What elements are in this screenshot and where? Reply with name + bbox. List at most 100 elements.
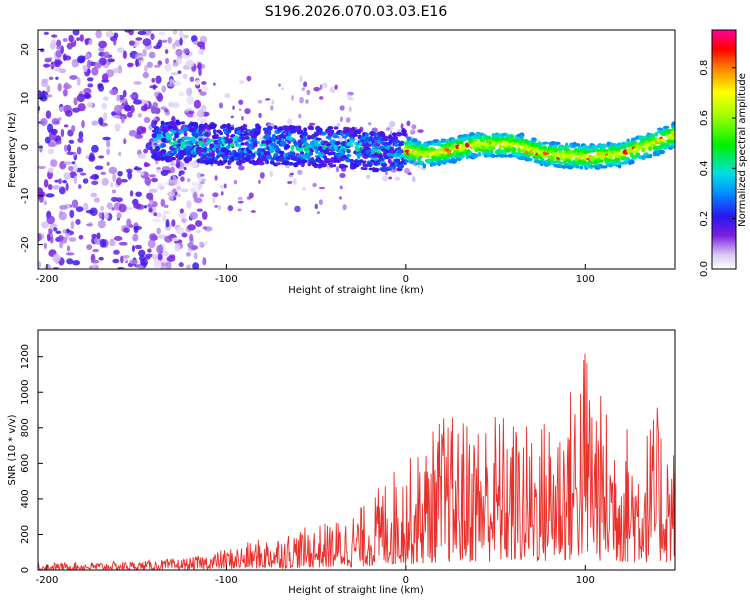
colorbar-frame [711, 29, 737, 270]
heatmap-cell [129, 105, 135, 114]
heatmap-cell [164, 49, 169, 55]
heatmap-cell [379, 160, 386, 164]
heatmap-cell [166, 255, 176, 262]
heatmap-cell [301, 159, 308, 164]
heatmap-cell [149, 199, 154, 206]
heatmap-cell [86, 77, 94, 82]
heatmap-cell [48, 76, 54, 81]
heatmap-cell [62, 53, 67, 61]
heatmap-cell [186, 95, 195, 105]
heatmap-cell [82, 64, 88, 73]
heatmap-cell [404, 167, 410, 174]
heatmap-cell [75, 206, 84, 213]
heatmap-cell [168, 101, 173, 108]
heatmap-cell [91, 120, 99, 126]
heatmap-cell [88, 39, 93, 46]
heatmap-cell [166, 137, 172, 141]
heatmap-cell [56, 39, 62, 48]
heatmap-cell [422, 163, 426, 169]
heatmap-cell [44, 263, 52, 269]
heatmap-cell [85, 209, 95, 214]
colorbar-gradient [712, 30, 736, 269]
heatmap-cell [91, 66, 99, 76]
spectrogram-y-ticks: -20 -10 0 10 20 [20, 43, 43, 253]
heatmap-cell [204, 241, 209, 245]
heatmap-cell [373, 136, 379, 141]
heatmap-cell [60, 128, 65, 138]
heatmap-cell [127, 171, 133, 180]
x-tick-label: 0 [403, 575, 409, 586]
heatmap-cell [515, 143, 521, 149]
heatmap-cell [327, 125, 334, 130]
heatmap-cell [393, 139, 401, 144]
heatmap-cell [193, 121, 199, 128]
heatmap-cell [157, 155, 162, 161]
heatmap-cell [75, 219, 81, 225]
heatmap-cell [229, 142, 235, 147]
heatmap-cell [178, 173, 182, 177]
heatmap-cell [109, 89, 118, 96]
heatmap-cell [380, 162, 388, 167]
heatmap-cell [174, 132, 179, 139]
heatmap-cell [149, 85, 158, 89]
heatmap-cell [553, 141, 561, 145]
heatmap-cell [175, 119, 180, 125]
heatmap-cell [62, 179, 68, 184]
heatmap-cell [72, 107, 80, 113]
heatmap-cell [165, 219, 170, 228]
snr-ylabel: SNR (10 * v/v) [7, 414, 18, 485]
heatmap-cell [144, 256, 151, 260]
heatmap-cell [339, 163, 346, 168]
heatmap-cell [161, 137, 167, 143]
heatmap-cell [208, 152, 216, 158]
heatmap-cell [671, 121, 675, 126]
x-tick-label: -100 [215, 575, 238, 586]
heatmap-cell [270, 105, 274, 111]
heatmap-cell [38, 261, 42, 269]
heatmap-cell [281, 87, 284, 90]
heatmap-cell [175, 226, 185, 235]
heatmap-cell [575, 164, 580, 169]
colorbar-ticks: 0.0 0.2 0.4 0.6 0.8 [699, 60, 736, 277]
heatmap-cell [162, 210, 171, 215]
heatmap-cell [108, 166, 118, 175]
heatmap-cell [95, 30, 102, 39]
heatmap-cell [55, 76, 59, 80]
heatmap-cell [437, 156, 442, 161]
heatmap-cell [78, 131, 84, 139]
heatmap-cell [71, 125, 76, 133]
heatmap-cell [120, 255, 124, 264]
y-tick-label: 0 [20, 567, 31, 573]
heatmap-cell [122, 89, 127, 98]
heatmap-cell [57, 234, 64, 242]
heatmap-cell [144, 176, 152, 186]
heatmap-cell [86, 244, 93, 251]
heatmap-cell [336, 166, 339, 173]
heatmap-cell [481, 133, 487, 138]
heatmap-cell [269, 159, 275, 165]
heatmap-cell [163, 204, 169, 208]
heatmap-cell [300, 151, 305, 155]
heatmap-cell [287, 181, 293, 184]
heatmap-cell [227, 205, 234, 212]
heatmap-cell [171, 219, 176, 227]
spectrogram-ylabel: Frequency (Hz) [7, 112, 18, 188]
heatmap-cell [601, 165, 608, 169]
heatmap-cell [262, 156, 267, 162]
heatmap-cell [122, 255, 130, 259]
heatmap-cell [103, 112, 108, 121]
heatmap-cell [403, 162, 407, 166]
heatmap-cell [398, 163, 405, 169]
heatmap-cell [113, 235, 123, 241]
heatmap-cell [385, 127, 390, 131]
heatmap-cell [69, 209, 75, 219]
heatmap-cell [257, 125, 262, 130]
heatmap-cell [227, 123, 231, 128]
heatmap-cell [121, 116, 125, 124]
heatmap-cell [83, 87, 92, 94]
heatmap-cell [266, 155, 273, 160]
heatmap-cell [157, 252, 163, 261]
heatmap-cell [86, 59, 91, 69]
heatmap-cell [264, 130, 269, 135]
heatmap-cell [197, 62, 202, 71]
